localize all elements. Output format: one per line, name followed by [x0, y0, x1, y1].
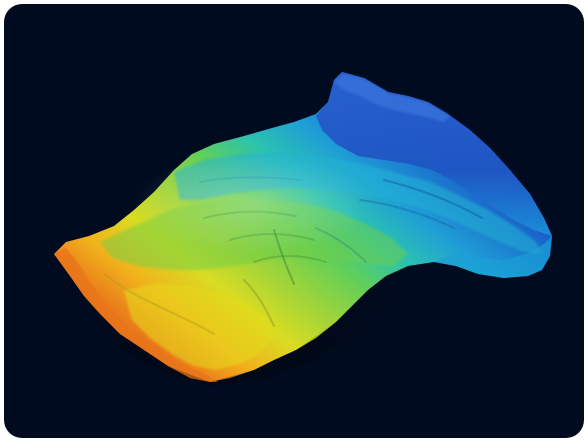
terrain-ridge	[316, 72, 552, 236]
ridge-highlight	[334, 74, 450, 122]
terrain-render	[54, 72, 552, 386]
yellow-region	[124, 284, 274, 370]
surface-highlight	[134, 154, 374, 254]
right-tail-shade	[434, 236, 552, 278]
orange-cliff	[54, 248, 218, 382]
image-frame	[4, 4, 584, 438]
bottom-shade	[84, 266, 408, 386]
terrain-viewport	[4, 4, 584, 438]
